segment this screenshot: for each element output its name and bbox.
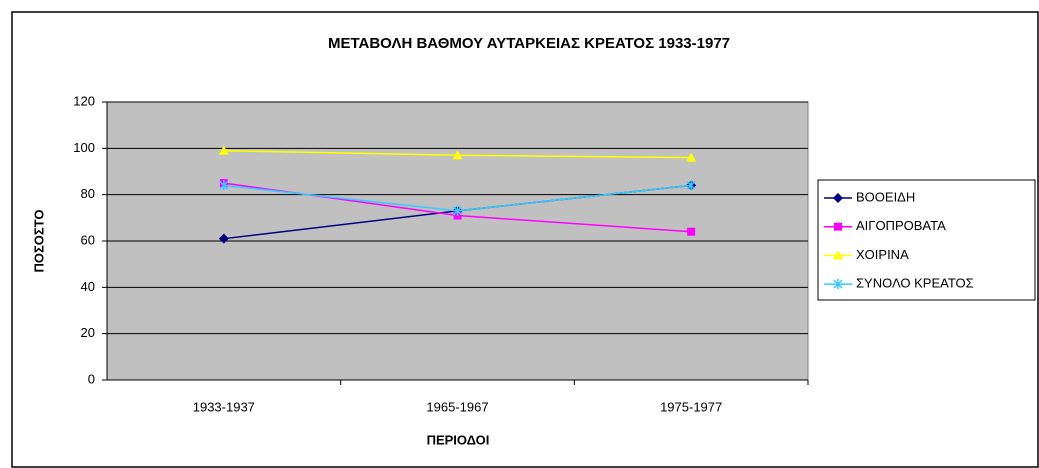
marker bbox=[687, 227, 696, 236]
marker bbox=[686, 152, 697, 162]
legend-label: ΧΟΙΡΙΝΑ bbox=[856, 247, 909, 262]
chart-title: ΜΕΤΑΒΟΛΗ ΒΑΘΜΟΥ ΑΥΤΑΡΚΕΙΑΣ ΚΡΕΑΤΟΣ 1933-… bbox=[328, 35, 730, 52]
x-tick-label: 1965-1967 bbox=[426, 399, 488, 414]
marker bbox=[452, 205, 463, 216]
marker bbox=[833, 250, 843, 260]
y-tick-label: 80 bbox=[81, 186, 95, 201]
marker bbox=[686, 180, 696, 191]
marker bbox=[452, 150, 463, 160]
x-tick-label: 1933-1937 bbox=[193, 399, 255, 414]
y-tick-label: 100 bbox=[73, 140, 95, 155]
y-tick-label: 120 bbox=[73, 93, 95, 108]
x-tick-label: 1975-1977 bbox=[660, 399, 722, 414]
legend-label: ΒΟΟΕΙΔΗ bbox=[856, 189, 915, 204]
legend-label: ΑΙΓΟΠΡΟΒΑΤΑ bbox=[856, 218, 946, 233]
marker bbox=[833, 279, 843, 290]
y-tick-label: 0 bbox=[88, 371, 95, 386]
marker bbox=[219, 180, 229, 191]
marker bbox=[834, 222, 842, 231]
marker bbox=[833, 193, 843, 203]
marker bbox=[218, 233, 229, 244]
y-tick-label: 40 bbox=[81, 279, 95, 294]
x-axis-label: ΠΕΡΙΟΔΟΙ bbox=[427, 432, 490, 447]
y-tick-label: 20 bbox=[81, 325, 95, 340]
legend bbox=[817, 179, 1036, 301]
marker bbox=[218, 145, 229, 155]
y-axis-label: ΠΟΣΟΣΤΟ bbox=[31, 209, 46, 272]
y-tick-label: 60 bbox=[81, 232, 95, 247]
legend-label: ΣΥΝΟΛΟ ΚΡΕΑΤΟΣ bbox=[856, 276, 974, 291]
